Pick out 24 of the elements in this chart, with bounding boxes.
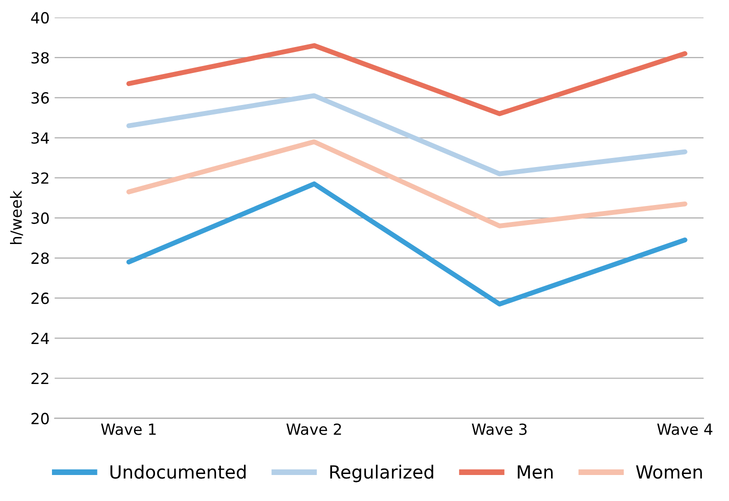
line-series xyxy=(126,43,688,116)
x-tick-label: Wave 3 xyxy=(472,423,527,436)
y-tick-label: 24 xyxy=(31,332,49,344)
line-series xyxy=(126,139,688,228)
y-tick-label: 32 xyxy=(32,172,48,184)
y-tick-label: 30 xyxy=(32,212,49,224)
y-tick-label: 28 xyxy=(31,252,49,264)
y-tick-label: 38 xyxy=(32,52,49,64)
legend-label: Regularized xyxy=(330,464,434,482)
legend-label: Undocumented xyxy=(110,464,246,479)
x-tick-label: Wave 2 xyxy=(286,423,341,436)
y-tick-label: 26 xyxy=(31,292,49,304)
line-series xyxy=(126,93,688,176)
y-tick-label: 22 xyxy=(31,372,48,384)
x-tick-label: Wave 4 xyxy=(657,424,712,436)
x-tick-label: Wave 1 xyxy=(101,424,156,436)
line-series xyxy=(126,181,688,307)
legend-label: Women xyxy=(636,465,702,479)
y-tick-label: 40 xyxy=(31,12,49,24)
legend-label: Men xyxy=(518,465,553,479)
y-tick-label: 36 xyxy=(32,92,49,104)
y-axis-title: h/week xyxy=(10,190,24,244)
y-tick-label: 34 xyxy=(32,132,49,144)
y-tick-label: 20 xyxy=(31,412,49,424)
